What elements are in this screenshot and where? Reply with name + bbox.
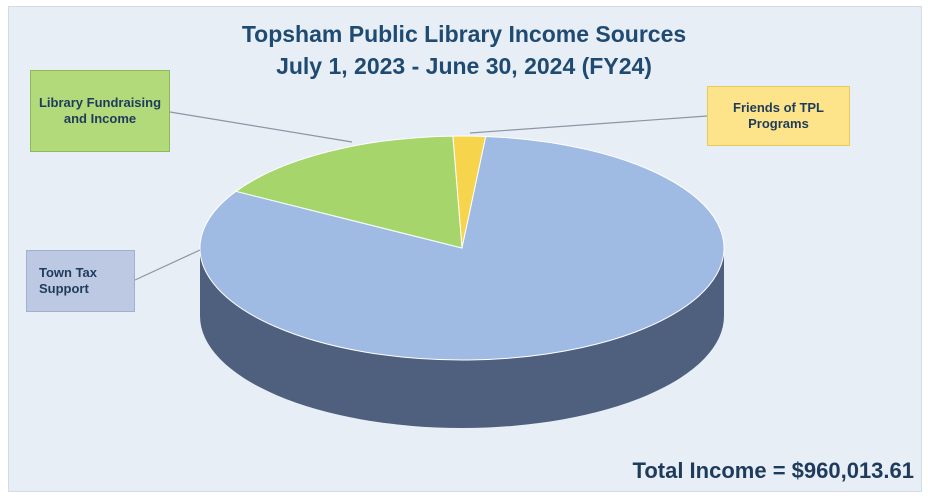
- slice-label-fundraising: Library Fundraising and Income: [30, 70, 170, 152]
- chart-title: Topsham Public Library Income Sources: [241, 21, 687, 47]
- leader-line-0: [169, 111, 353, 143]
- slice-label-town-tax: Town Tax Support: [26, 250, 135, 312]
- leader-line-2: [134, 249, 201, 281]
- leader-line-1: [469, 115, 708, 134]
- slice-label-friends: Friends of TPL Programs: [707, 86, 850, 146]
- pie-side-1-0: [200, 248, 724, 428]
- total-income: Total Income = $960,013.61: [632, 458, 914, 483]
- pie-slice-2: [234, 135, 463, 249]
- chart-subtitle: July 1, 2023 - June 30, 2024 (FY24): [276, 53, 652, 79]
